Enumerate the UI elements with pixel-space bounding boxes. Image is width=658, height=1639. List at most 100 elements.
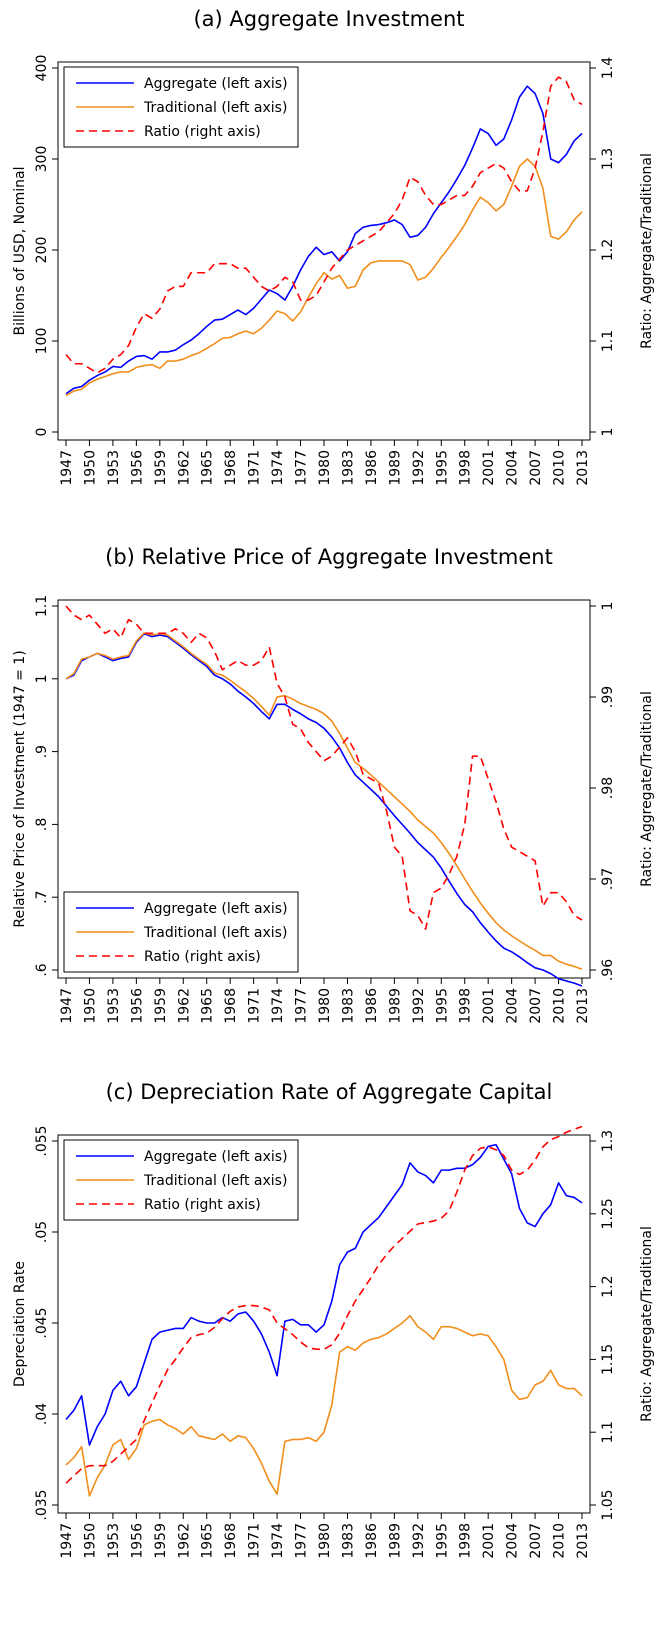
- series-line: [65, 76, 583, 374]
- legend-label: Aggregate (left axis): [144, 901, 288, 917]
- x-tick-label: 1983: [340, 988, 356, 1024]
- y2-tick-label: 1.3: [600, 148, 616, 170]
- x-tick-label: 1980: [317, 1523, 333, 1559]
- y-tick-label: .04: [34, 1403, 50, 1425]
- y2-axis-label: Ratio: Aggregate/Traditional: [639, 153, 655, 349]
- x-tick-label: 1977: [294, 1523, 310, 1559]
- x-tick-label: 2013: [575, 450, 591, 486]
- x-tick-label: 1959: [153, 988, 169, 1024]
- x-tick-label: 2010: [552, 1523, 568, 1559]
- x-tick-label: 1968: [223, 450, 239, 486]
- y2-tick-label: 1.1: [600, 1421, 616, 1443]
- y2-tick-label: 1.2: [600, 1275, 616, 1297]
- x-tick-label: 1971: [247, 1523, 263, 1559]
- x-tick-label: 1977: [294, 450, 310, 486]
- x-tick-label: 2013: [575, 988, 591, 1024]
- y-tick-label: 200: [34, 237, 50, 264]
- x-tick-label: 2010: [552, 988, 568, 1024]
- y-tick-label: .05: [34, 1221, 50, 1243]
- x-tick-label: 2007: [528, 1523, 544, 1559]
- series-line: [65, 1125, 583, 1484]
- x-tick-label: 1998: [458, 1523, 474, 1559]
- y2-tick-label: 1.25: [600, 1198, 616, 1229]
- y-axis-label: Relative Price of Investment (1947 = 1): [12, 650, 28, 927]
- y-tick-label: 1: [34, 674, 50, 683]
- x-tick-label: 1965: [200, 988, 216, 1024]
- y2-tick-label: 1.4: [600, 57, 616, 79]
- x-tick-label: 2001: [481, 988, 497, 1024]
- y2-tick-label: 1.2: [600, 239, 616, 261]
- x-tick-label: 1962: [176, 450, 192, 486]
- x-tick-label: 1995: [434, 988, 450, 1024]
- series-line: [65, 1314, 583, 1497]
- y2-tick-label: 1.15: [600, 1344, 616, 1375]
- y-axis-label: Billions of USD, Nominal: [12, 166, 28, 335]
- x-tick-label: 1953: [106, 988, 122, 1024]
- x-tick-label: 1974: [270, 988, 286, 1024]
- y2-tick-label: .96: [600, 959, 616, 981]
- y-tick-label: .7: [34, 891, 50, 904]
- x-tick-label: 1995: [434, 450, 450, 486]
- y2-tick-label: 1: [600, 428, 616, 437]
- y2-tick-label: 1.05: [600, 1489, 616, 1520]
- x-tick-label: 1986: [364, 450, 380, 486]
- x-tick-label: 2004: [505, 1523, 521, 1559]
- x-tick-label: 1968: [223, 988, 239, 1024]
- x-tick-label: 1947: [59, 988, 75, 1024]
- x-tick-label: 1956: [129, 988, 145, 1024]
- y2-tick-label: 1: [600, 602, 616, 611]
- x-tick-label: 1965: [200, 450, 216, 486]
- x-tick-label: 1980: [317, 988, 333, 1024]
- y-tick-label: .6: [34, 963, 50, 976]
- x-tick-label: 1986: [364, 1523, 380, 1559]
- x-tick-label: 1977: [294, 988, 310, 1024]
- y-tick-label: 1.1: [34, 595, 50, 617]
- chart-title: (c) Depreciation Rate of Aggregate Capit…: [106, 1080, 553, 1104]
- y-tick-label: .035: [34, 1489, 50, 1520]
- x-tick-label: 1971: [247, 450, 263, 486]
- x-tick-label: 1989: [387, 988, 403, 1024]
- y-axis-label: Depreciation Rate: [12, 1261, 28, 1387]
- x-tick-label: 1953: [106, 1523, 122, 1559]
- chart-title: (b) Relative Price of Aggregate Investme…: [105, 545, 553, 569]
- legend-label: Ratio (right axis): [144, 949, 261, 965]
- series-line: [65, 605, 583, 930]
- x-tick-label: 1962: [176, 1523, 192, 1559]
- legend-label: Aggregate (left axis): [144, 1149, 288, 1165]
- x-tick-label: 1950: [82, 1523, 98, 1559]
- x-tick-label: 1992: [411, 988, 427, 1024]
- x-tick-label: 1956: [129, 450, 145, 486]
- x-tick-label: 1992: [411, 450, 427, 486]
- y2-tick-label: .97: [600, 868, 616, 890]
- series-line: [65, 85, 583, 395]
- y2-tick-label: .98: [600, 777, 616, 799]
- x-tick-label: 1959: [153, 1523, 169, 1559]
- x-tick-label: 1950: [82, 450, 98, 486]
- y-tick-label: 100: [34, 328, 50, 355]
- y-tick-label: .8: [34, 818, 50, 831]
- series-line: [65, 632, 583, 987]
- y2-axis-label: Ratio: Aggregate/Traditional: [639, 691, 655, 887]
- x-tick-label: 1983: [340, 1523, 356, 1559]
- x-tick-label: 1950: [82, 988, 98, 1024]
- x-tick-label: 1956: [129, 1523, 145, 1559]
- series-line: [65, 158, 583, 397]
- x-tick-label: 1998: [458, 988, 474, 1024]
- y-tick-label: .045: [34, 1307, 50, 1338]
- panel: (c) Depreciation Rate of Aggregate Capit…: [12, 1080, 655, 1559]
- y-tick-label: .9: [34, 745, 50, 758]
- x-tick-label: 1953: [106, 450, 122, 486]
- x-tick-label: 1986: [364, 988, 380, 1024]
- series-line: [65, 632, 583, 971]
- x-tick-label: 1947: [59, 1523, 75, 1559]
- y-tick-label: 400: [34, 55, 50, 82]
- y2-axis-label: Ratio: Aggregate/Traditional: [639, 1226, 655, 1422]
- x-tick-label: 1980: [317, 450, 333, 486]
- x-tick-label: 2004: [505, 988, 521, 1024]
- series-line: [65, 1143, 583, 1446]
- y-tick-label: .055: [34, 1125, 50, 1156]
- x-tick-label: 1998: [458, 450, 474, 486]
- x-tick-label: 1989: [387, 450, 403, 486]
